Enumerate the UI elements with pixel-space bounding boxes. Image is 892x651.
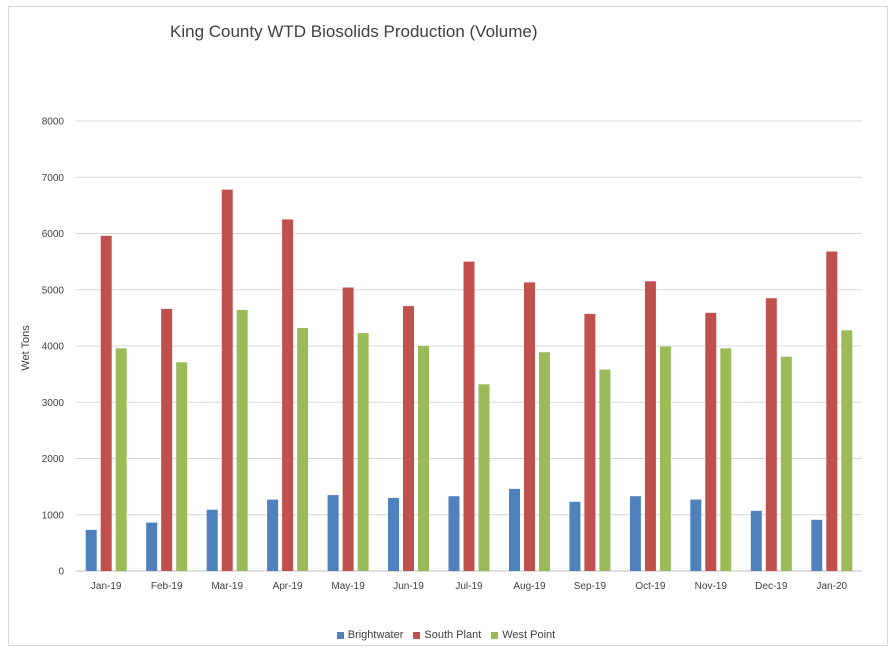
y-tick-label: 2000 — [42, 454, 65, 465]
legend-item: Brightwater — [336, 629, 404, 641]
legend-swatch — [491, 631, 499, 639]
x-tick-label: Jan-20 — [817, 581, 848, 592]
x-tick-label: Jul-19 — [455, 581, 483, 592]
x-tick-label: Jan-19 — [91, 581, 122, 592]
legend-swatch — [336, 631, 344, 639]
bar-brightwater — [811, 519, 823, 571]
bar-south-plant — [765, 298, 777, 571]
bar-south-plant — [342, 287, 354, 571]
legend-label: Brightwater — [347, 629, 404, 641]
y-tick-label: 3000 — [42, 398, 65, 409]
bar-west-point — [176, 362, 188, 571]
bar-brightwater — [569, 501, 581, 571]
bar-brightwater — [509, 488, 520, 571]
bar-south-plant — [644, 281, 656, 571]
x-tick-label: Feb-19 — [151, 581, 183, 592]
legend: Brightwater South Plant West Point — [0, 629, 892, 642]
x-tick-label: Mar-19 — [211, 581, 243, 592]
legend-swatch — [413, 631, 421, 639]
y-tick-label: 0 — [58, 567, 64, 578]
x-tick-label: Sep-19 — [574, 581, 607, 592]
bar-south-plant — [584, 313, 596, 571]
bar-brightwater — [448, 496, 460, 571]
y-tick-label: 6000 — [42, 229, 65, 240]
y-tick-label: 8000 — [42, 117, 65, 128]
x-tick-label: Apr-19 — [273, 581, 303, 592]
bar-brightwater — [327, 495, 339, 571]
bar-south-plant — [100, 235, 112, 572]
bar-brightwater — [85, 529, 97, 571]
legend-label: South Plant — [424, 629, 482, 641]
bar-west-point — [841, 330, 853, 572]
bar-south-plant — [403, 306, 414, 571]
bar-south-plant — [161, 308, 173, 571]
bar-south-plant — [282, 219, 294, 571]
y-tick-label: 5000 — [42, 285, 65, 296]
x-tick-label: Jun-19 — [393, 581, 424, 592]
bar-west-point — [478, 384, 490, 572]
bar-brightwater — [750, 510, 762, 571]
legend-label: West Point — [502, 629, 556, 641]
bar-west-point — [659, 346, 671, 571]
bar-south-plant — [524, 282, 535, 571]
bar-south-plant — [705, 312, 717, 571]
bar-west-point — [115, 348, 127, 572]
bar-south-plant — [826, 251, 838, 571]
bar-west-point — [720, 348, 732, 572]
x-tick-label: Nov-19 — [695, 581, 728, 592]
y-tick-label: 7000 — [42, 173, 65, 184]
bar-south-plant — [221, 189, 233, 571]
bar-south-plant — [463, 261, 475, 571]
bar-west-point — [236, 310, 248, 571]
bar-west-point — [780, 356, 792, 571]
bar-brightwater — [146, 522, 158, 571]
bar-west-point — [599, 369, 611, 571]
x-tick-label: May-19 — [331, 581, 365, 592]
bar-brightwater — [206, 509, 218, 571]
legend-item: South Plant — [413, 629, 481, 641]
x-tick-label: Aug-19 — [513, 581, 546, 592]
bar-west-point — [418, 346, 429, 571]
bar-brightwater — [388, 497, 399, 571]
x-tick-label: Oct-19 — [635, 581, 665, 592]
bar-west-point — [357, 333, 369, 571]
y-tick-label: 1000 — [42, 510, 65, 521]
bar-brightwater — [629, 496, 641, 571]
chart-title: King County WTD Biosolids Production (Vo… — [170, 22, 538, 41]
bar-brightwater — [690, 499, 702, 571]
legend-item: West Point — [491, 629, 555, 641]
bar-west-point — [297, 328, 309, 571]
y-tick-label: 4000 — [42, 342, 65, 353]
bar-brightwater — [267, 499, 279, 571]
bar-west-point — [539, 352, 550, 571]
x-tick-label: Dec-19 — [755, 581, 788, 592]
